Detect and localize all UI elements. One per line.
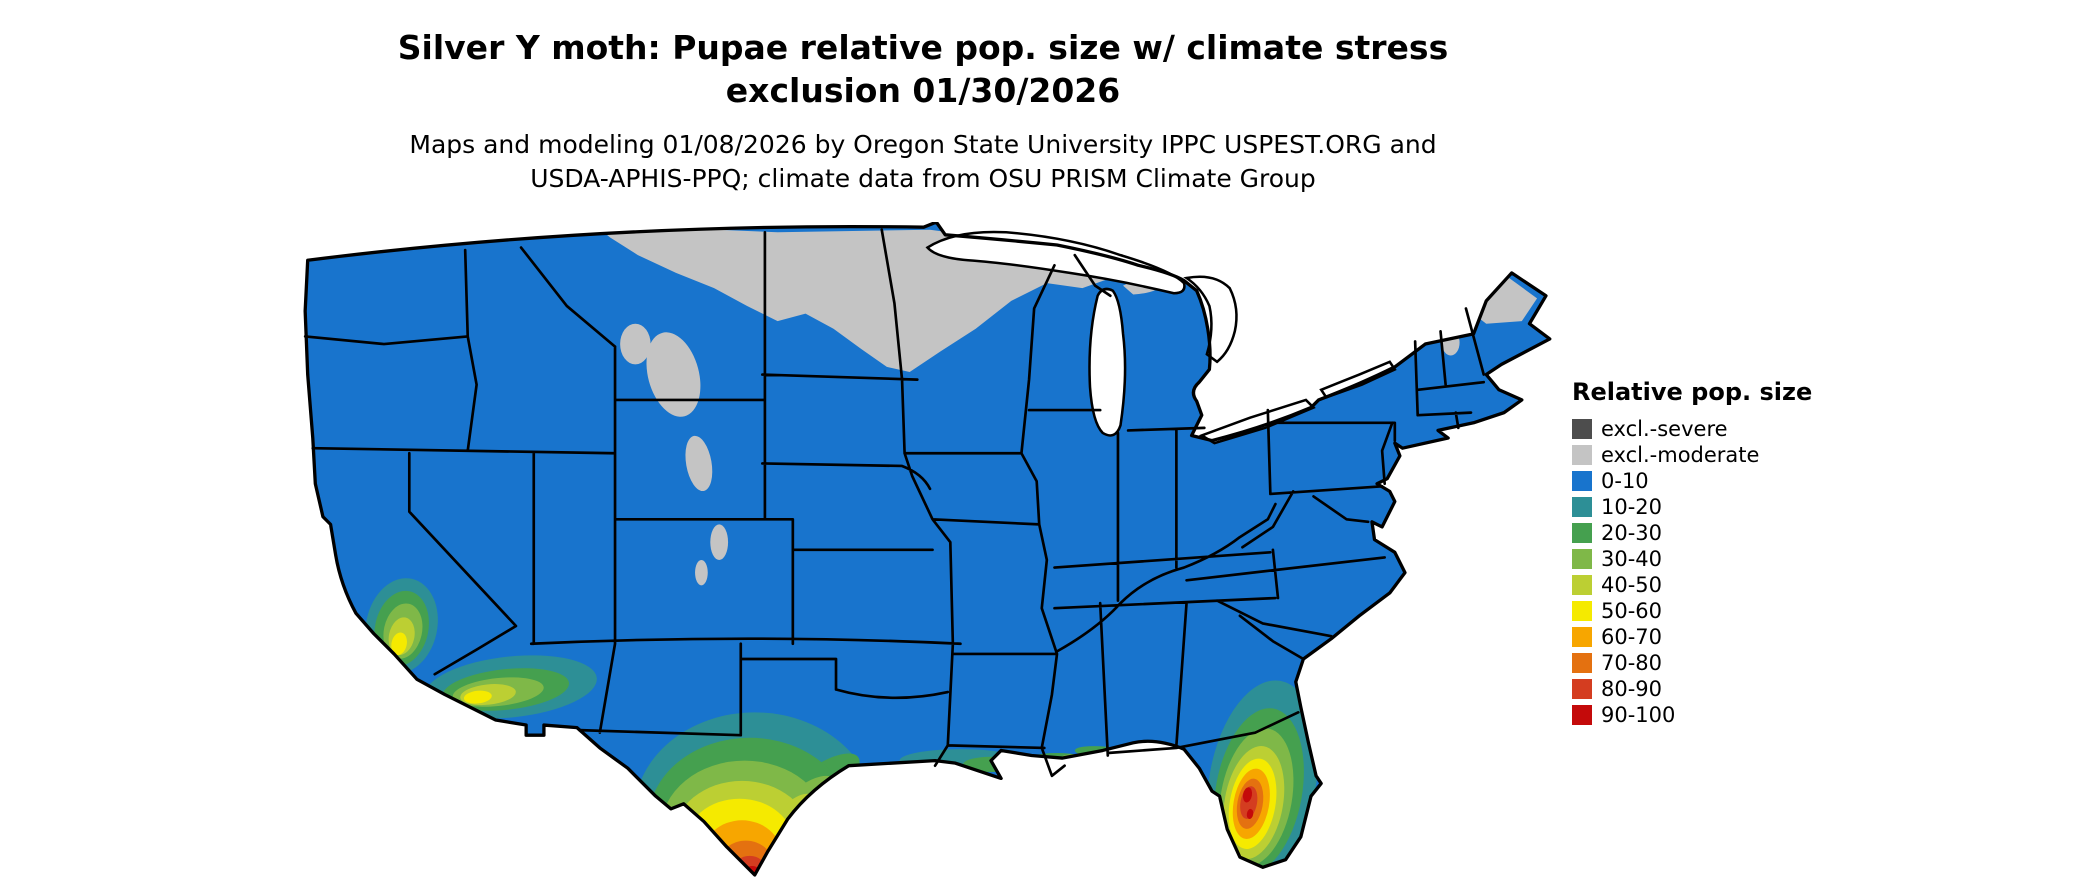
great-lakes <box>925 230 1397 445</box>
legend-row: 80-90 <box>1572 676 1812 702</box>
legend: Relative pop. size excl.-severe excl.-mo… <box>1572 378 1812 728</box>
legend-label: 60-70 <box>1601 625 1663 649</box>
legend-label: 30-40 <box>1601 547 1663 571</box>
excl-moderate-white-mountains <box>1441 330 1460 356</box>
legend-swatch-30-40 <box>1572 549 1592 569</box>
legend-swatch-20-30 <box>1572 523 1592 543</box>
legend-label: 70-80 <box>1601 651 1663 675</box>
legend-swatch-50-60 <box>1572 601 1592 621</box>
legend-row: excl.-moderate <box>1572 442 1812 468</box>
legend-swatch-80-90 <box>1572 679 1592 699</box>
excl-moderate-colorado-2 <box>695 559 708 586</box>
lake-erie <box>1198 398 1316 445</box>
title-line-2: exclusion 01/30/2026 <box>725 71 1121 110</box>
lake-huron <box>1183 275 1238 364</box>
legend-row: 10-20 <box>1572 494 1812 520</box>
legend-swatch-excl-moderate <box>1572 445 1592 465</box>
us-map-svg <box>303 220 1552 877</box>
legend-row: 0-10 <box>1572 468 1812 494</box>
florida-90-100-a <box>1242 787 1253 803</box>
legend-label: 80-90 <box>1601 677 1663 701</box>
subtitle-line-2: USDA-APHIS-PPQ; climate data from OSU PR… <box>530 164 1316 193</box>
legend-row: 20-30 <box>1572 520 1812 546</box>
state-borders <box>303 228 1486 778</box>
legend-swatch-70-80 <box>1572 653 1592 673</box>
map-title: Silver Y moth: Pupae relative pop. size … <box>0 26 1846 112</box>
legend-title: Relative pop. size <box>1572 378 1813 406</box>
excl-moderate-rockies-2 <box>685 435 713 492</box>
florida-90-100-b <box>1246 808 1254 819</box>
legend-label: excl.-severe <box>1601 417 1728 441</box>
legend-swatch-40-50 <box>1572 575 1592 595</box>
excl-moderate-rockies-3 <box>620 323 651 365</box>
legend-row: 30-40 <box>1572 546 1812 572</box>
legend-label: 0-10 <box>1601 469 1649 493</box>
lake-superior <box>925 230 1186 295</box>
legend-label: 40-50 <box>1601 573 1663 597</box>
legend-row: 70-80 <box>1572 650 1812 676</box>
legend-swatch-10-20 <box>1572 497 1592 517</box>
legend-label: excl.-moderate <box>1601 443 1760 467</box>
lake-michigan <box>1088 287 1127 437</box>
excl-moderate-rockies-1 <box>646 332 701 417</box>
us-outline <box>303 220 1552 877</box>
legend-row: 90-100 <box>1572 702 1812 728</box>
us-map <box>295 220 1565 889</box>
legend-swatch-90-100 <box>1572 705 1592 725</box>
excl-moderate-adirondacks <box>1337 342 1381 371</box>
legend-label: 50-60 <box>1601 599 1663 623</box>
legend-swatch-0-10 <box>1572 471 1592 491</box>
legend-row: 60-70 <box>1572 624 1812 650</box>
legend-swatch-60-70 <box>1572 627 1592 647</box>
title-line-1: Silver Y moth: Pupae relative pop. size … <box>397 28 1449 67</box>
legend-swatch-excl-severe <box>1572 419 1592 439</box>
legend-row: excl.-severe <box>1572 416 1812 442</box>
legend-label: 20-30 <box>1601 521 1663 545</box>
legend-row: 50-60 <box>1572 598 1812 624</box>
map-subtitle: Maps and modeling 01/08/2026 by Oregon S… <box>0 128 1846 196</box>
legend-label: 90-100 <box>1601 703 1676 727</box>
arizona-50-60 <box>463 690 492 704</box>
socal-50-60 <box>391 632 407 656</box>
subtitle-line-1: Maps and modeling 01/08/2026 by Oregon S… <box>409 130 1437 159</box>
legend-label: 10-20 <box>1601 495 1663 519</box>
excl-moderate-colorado-1 <box>710 524 729 560</box>
legend-row: 40-50 <box>1572 572 1812 598</box>
